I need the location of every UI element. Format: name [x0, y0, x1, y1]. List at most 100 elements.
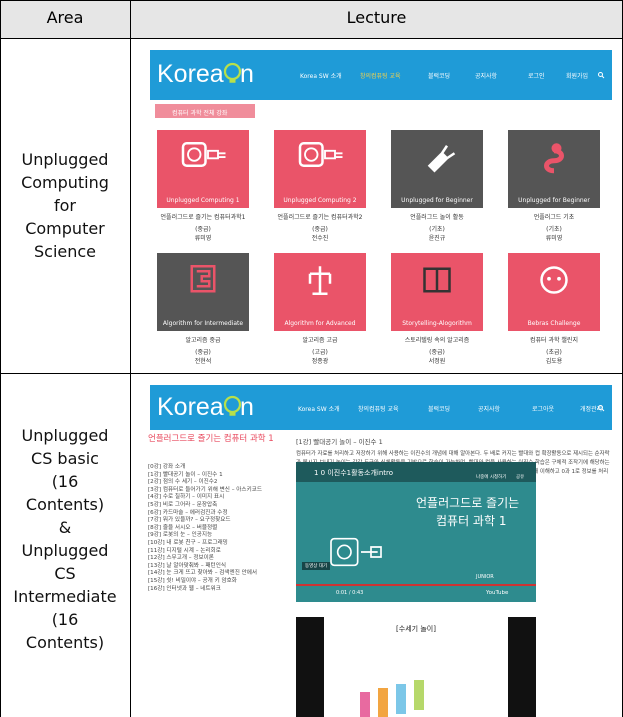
card-caption: Algorithm for Advanced: [284, 320, 356, 327]
icon: [181, 142, 226, 167]
lesson-item: [12강] 스무고개 – 정보이론: [148, 555, 214, 562]
border: [130, 0, 131, 717]
video-share: 공유: [516, 475, 525, 480]
header-bg: [0, 0, 623, 38]
icon: [308, 266, 332, 295]
lesson-item: [0강] 강좌 소개: [148, 464, 186, 470]
icon: [223, 62, 242, 83]
lesson-item: [14강] 눈 크게 뜨고 찾아봐 – 검색엔진 안에서: [148, 570, 258, 577]
card-author: 정종광: [311, 358, 329, 365]
area-line: Contents): [25, 495, 105, 514]
icon: [598, 404, 605, 411]
icon: [544, 143, 564, 174]
video-brand: JUNIOR: [476, 574, 494, 580]
nav-item: 창의컴퓨팅 교육: [358, 405, 399, 413]
area-cell: Unplugged Computing for Computer Science: [0, 148, 130, 263]
lesson-item: [1강] 빨대공기 놀이 – 이진수 1: [148, 471, 223, 478]
card-title: 스토리텔링 속의 알고리즘: [404, 337, 470, 344]
area-line: Contents): [25, 633, 105, 652]
area-line: &: [58, 518, 72, 537]
nav-item: 로그인: [528, 73, 545, 80]
straw: [396, 684, 406, 714]
card-caption: Storytelling-Alogorithm: [402, 320, 472, 327]
lesson-item: [16강] 인터넷과 웹 – 네트워크: [148, 585, 221, 592]
card-caption: Unplugged Computing 2: [283, 197, 357, 204]
card-caption: Unplugged for Beginner: [518, 197, 590, 204]
card-author: 김도용: [545, 358, 563, 365]
card-title: 언플러그드 놀이 활동: [410, 214, 464, 221]
border: [0, 0, 1, 717]
video-time: 0:01 / 0:43: [336, 590, 364, 596]
video-headline: 언플러그드로 즐기는: [416, 496, 520, 510]
area-line: Computer: [25, 219, 105, 238]
card-title: 언플러그드로 즐기는 컴퓨터과학1: [160, 214, 246, 221]
lesson-item: [10강] 내 로봇 친구 – 프로그래밍: [148, 539, 228, 546]
nav-item: Korea SW 소개: [300, 73, 342, 80]
lesson-item: [9강] 로봇의 눈 – 인공지능: [148, 532, 213, 539]
content-title: [1강] 빨대공기 놀이 – 이진수 1: [296, 438, 383, 446]
area-line: Unplugged: [21, 150, 109, 169]
course-card: Unplugged for Beginner: [391, 130, 483, 208]
card-author: 전수진: [311, 235, 329, 242]
card-title: 언플러그드로 즐기는 컴퓨터과학2: [277, 214, 363, 221]
lesson-item: [3강] 컴퓨터로 들어가기 위해 변신 – 아스키코드: [148, 486, 263, 493]
video-badge: 동영상 대기: [302, 562, 331, 570]
area-line: for: [54, 196, 76, 215]
video-youtube: YouTube: [486, 590, 509, 596]
icon: [423, 267, 451, 293]
card-caption: Bebras Challenge: [527, 320, 581, 327]
logo: n: [240, 392, 254, 421]
card-caption: Algorithm for Intermediate: [162, 320, 244, 327]
video-progress: [296, 584, 536, 586]
nav-item: 로그아웃: [532, 405, 555, 413]
category-button-label: 컴퓨터 과학 전체 강좌: [172, 110, 228, 117]
area-line: Unplugged: [21, 426, 109, 445]
header-area: Area: [46, 8, 84, 27]
border: [0, 38, 623, 39]
course-card: Unplugged Computing 1: [157, 130, 249, 208]
nav-item: 창의컴퓨팅 교육: [360, 73, 401, 80]
card-title: 언플러그드 기초: [533, 214, 575, 221]
card-level: (중급): [195, 349, 211, 356]
area-line: CS basic: [31, 449, 99, 468]
lesson-item: [6강] 카드마술 – 에러검진과 수정: [148, 509, 228, 516]
area-line: Computing: [21, 173, 109, 192]
card-level: (초급): [546, 349, 562, 356]
straw: [360, 692, 370, 717]
area-line: Intermediate: [13, 587, 117, 606]
card-title: 알고리즘 고급: [302, 337, 338, 344]
lesson-item: [8강] 줄을 서시오 – 버블정렬: [148, 524, 218, 531]
icon: [298, 142, 343, 167]
card-level: (기초): [429, 226, 445, 233]
icon: [540, 266, 568, 294]
nav-item: 공지사항: [475, 73, 498, 80]
border: [0, 373, 623, 374]
lesson-item: [15강] 쉿! 비밀이야 – 공개 키 암호화: [148, 577, 237, 584]
area-line: (16: [51, 472, 79, 491]
border: [0, 0, 623, 1]
card-level: (중급): [312, 226, 328, 233]
area-cell: Unplugged CS basic (16 Contents) & Unplugged C…: [0, 424, 130, 654]
image-caption: [수세기 놀이]: [396, 625, 436, 633]
nav-item: 개정관리: [580, 405, 603, 413]
video: 1 0 이진수1활동소개intro 나중에 시청하기 공유 언플러그드로 즐기는 컴퓨터…: [296, 462, 536, 602]
lesson-item: [4강] 수로 칠하기 – 이미지 표시: [148, 494, 225, 501]
video-headline: 컴퓨터 과학 1: [436, 514, 507, 528]
lesson-item: [2강] 점의 수 세기 – 이진수2: [148, 479, 218, 486]
course-card: Storytelling-Alogorithm: [391, 253, 483, 331]
area-line: CS: [54, 564, 76, 583]
card-level: (고급): [312, 349, 328, 356]
nav-item: 블럭코딩: [428, 73, 451, 80]
area-line: Unplugged: [21, 541, 109, 560]
card-author: 류미영: [545, 235, 563, 242]
icon: [330, 537, 382, 567]
lesson-item: [13강] 날 알아맞춰봐 – 패턴인식: [148, 562, 227, 569]
sidebar-title: 언플러그드로 즐기는 컴퓨터 과학 1: [148, 434, 274, 444]
nav-item: Korea SW 소개: [298, 405, 340, 413]
card-title: 알고리즘 중급: [185, 337, 221, 344]
video-title: 1 0 이진수1활동소개intro: [314, 469, 394, 477]
card-level: (중급): [429, 349, 445, 356]
nav-item: 블럭코딩: [428, 405, 451, 413]
card-author: 류미영: [194, 235, 212, 242]
